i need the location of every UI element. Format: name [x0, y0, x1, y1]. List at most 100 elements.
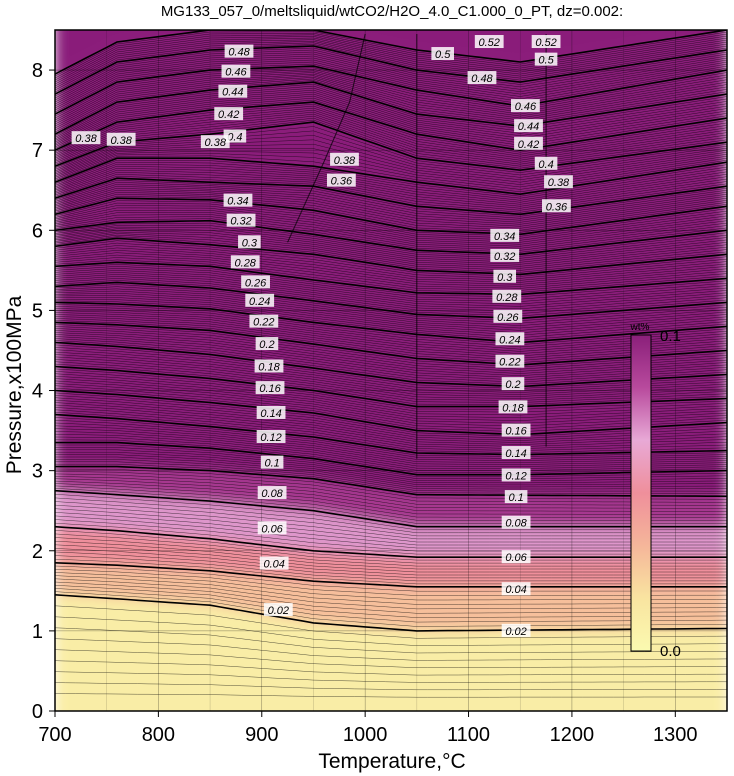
- minor-contour: [55, 471, 727, 503]
- contour-label-bg: [534, 52, 558, 66]
- colorbar-unit: wt%: [630, 322, 650, 333]
- minor-contour: [55, 286, 727, 324]
- minor-contour: [55, 187, 727, 225]
- contour-labels: 0.480.460.440.420.40.38 0.38 0.380.380.360…: [71, 35, 573, 638]
- minor-contour: [55, 407, 727, 449]
- minor-contour: [55, 447, 727, 480]
- minor-contour: [55, 292, 727, 331]
- minor-contour: [55, 476, 727, 509]
- minor-contour: [55, 85, 727, 138]
- minor-contour: [55, 280, 727, 317]
- minor-contour: [55, 308, 727, 350]
- minor-contour: [55, 522, 727, 555]
- contour-label: 0.02: [263, 603, 293, 617]
- minor-contour: [55, 233, 727, 269]
- contour-label-text: 0.26: [245, 277, 267, 289]
- contour-label-bg: [467, 71, 497, 85]
- minor-contour: [55, 161, 727, 199]
- major-contour-0.2: [55, 341, 727, 388]
- minor-contour: [55, 236, 727, 273]
- minor-contour: [55, 555, 727, 582]
- contour-label-text: 0.18: [502, 402, 524, 414]
- contour-label-bg: [431, 47, 454, 61]
- contour-label-text: 0.16: [505, 426, 527, 438]
- minor-contour: [55, 478, 727, 512]
- minor-contour: [55, 297, 727, 336]
- contour-label-bg: [490, 228, 520, 242]
- contour-label-bg: [490, 248, 520, 262]
- contour-label-bg: [257, 486, 287, 500]
- minor-contour: [55, 212, 727, 247]
- minor-contour: [55, 397, 727, 441]
- y-tick-label: 5: [32, 300, 43, 322]
- contour-label-bg: [501, 423, 531, 437]
- contour-label-bg: [474, 35, 504, 49]
- minor-contour: [55, 473, 727, 506]
- minor-contour: [55, 143, 727, 183]
- fill-band-0: [55, 562, 727, 631]
- contour-label: 0.28: [492, 289, 522, 304]
- minor-contour: [55, 399, 727, 443]
- major-contour-0.42: [55, 101, 727, 152]
- contour-label-text: 0.3: [242, 237, 258, 249]
- contour-label-text: 0.28: [496, 292, 518, 304]
- minor-contour: [55, 266, 727, 300]
- minor-contour: [55, 252, 727, 287]
- minor-contour: [55, 501, 727, 537]
- contour-label-bg: [492, 289, 522, 303]
- minor-contour: [55, 433, 727, 469]
- minor-contour: [55, 584, 727, 618]
- contour-label: 0.22: [495, 354, 525, 369]
- contour-label-bg: [259, 556, 289, 570]
- contour-label: 0.28: [230, 255, 260, 269]
- minor-contour: [55, 468, 727, 500]
- contour-label-bg: [256, 429, 286, 443]
- contour-label: 0.42: [514, 136, 543, 151]
- minor-contour: [55, 130, 727, 176]
- major-contour-0.5: [55, 30, 727, 75]
- minor-contour: [55, 340, 727, 385]
- minor-contour: [55, 264, 727, 298]
- minor-contour: [55, 494, 727, 531]
- minor-contour: [55, 368, 727, 410]
- contour-label: 0.38: [330, 152, 359, 167]
- minor-contour: [55, 627, 727, 654]
- minor-contour: [55, 159, 727, 197]
- contour-label-text: 0.02: [268, 605, 289, 617]
- minor-contour: [55, 581, 727, 614]
- contour-label-text: 0.32: [494, 251, 515, 263]
- minor-contour: [55, 202, 727, 239]
- contour-label-text: 0.46: [225, 67, 247, 79]
- minor-contour: [55, 575, 727, 605]
- contour-label-bg: [501, 550, 531, 564]
- minor-contour: [55, 349, 727, 393]
- contour-label: 0.32: [226, 213, 256, 228]
- minor-contour: [55, 373, 727, 416]
- minor-contour: [55, 39, 727, 87]
- contour-label: 0.4: [223, 129, 247, 144]
- contour-label-bg: [542, 199, 571, 213]
- contour-label-text: 0.42: [218, 109, 239, 121]
- grid: [55, 30, 727, 711]
- contour-label-bg: [256, 405, 286, 419]
- minor-contour: [55, 53, 727, 103]
- minor-contour: [55, 47, 727, 97]
- minor-contour: [55, 205, 727, 241]
- minor-contour: [55, 44, 727, 93]
- contour-label: 0.5: [534, 52, 558, 67]
- minor-contour: [55, 40, 727, 89]
- minor-contour: [55, 231, 727, 267]
- contour-label: 0.32: [490, 248, 520, 263]
- minor-contour: [55, 72, 727, 123]
- contour-label-text: 0.04: [263, 559, 284, 571]
- fill-band-2: [55, 490, 727, 558]
- minor-contour: [55, 175, 727, 213]
- minor-contour: [55, 671, 727, 683]
- minor-contour: [55, 55, 727, 105]
- major-contours: [55, 30, 727, 632]
- minor-contour: [55, 316, 727, 359]
- minor-contour: [55, 649, 727, 668]
- contour-label: 0.16: [501, 423, 531, 438]
- minor-contour: [55, 395, 727, 439]
- minor-contour: [55, 288, 727, 326]
